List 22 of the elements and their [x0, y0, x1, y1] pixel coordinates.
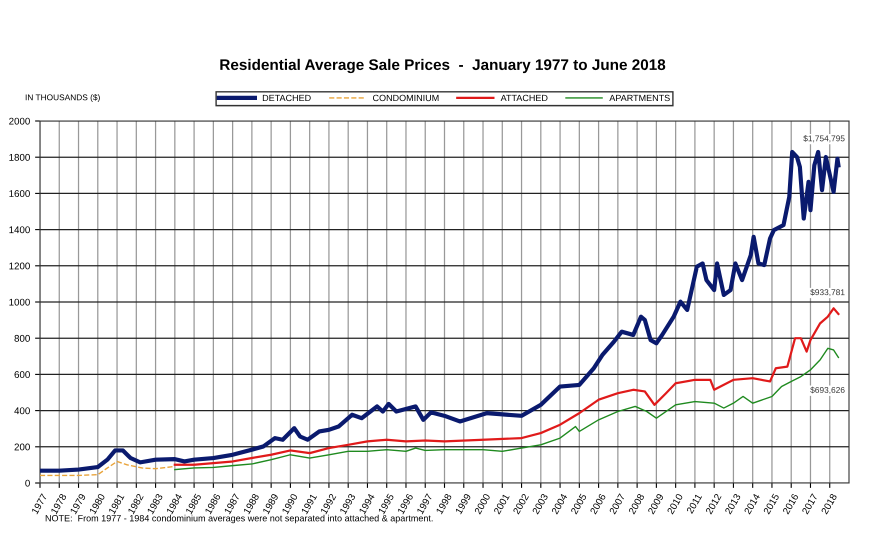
text: NOTE: From 1977 - 1984 condominium averages were not separated into attached & apartment.: [46, 514, 433, 524]
y-tick-label: 600: [14, 371, 30, 378]
legend-label: ATTACHED: [500, 94, 548, 102]
line-series: [40, 460, 176, 476]
y-axis-title: IN THOUSANDS ($): [26, 94, 100, 102]
y-tick-label: 1800: [9, 154, 30, 161]
y-tick-label: 1000: [9, 298, 30, 306]
legend-label: CONDOMINIUM: [372, 94, 438, 102]
y-tick-label: 1600: [9, 190, 30, 198]
y-tick-label: 1400: [9, 226, 30, 234]
annotation: $933,781: [810, 288, 845, 296]
y-tick-label: 400: [14, 407, 30, 414]
chart-title: Residential Average Sale Prices - January 1977 to June 2018: [220, 58, 666, 74]
annotation: $1,754,795: [803, 135, 845, 142]
legend-label: DETACHED: [262, 94, 311, 102]
y-tick-label: 1200: [9, 262, 30, 270]
y-tick-label: 200: [14, 444, 30, 450]
y-tick-label: 800: [14, 334, 30, 342]
y-tick-label: 0: [25, 480, 30, 487]
y-tick-label: 2000: [9, 118, 30, 125]
legend-label: APARTMENTS: [609, 94, 670, 102]
annotation: $693,626: [810, 386, 845, 394]
